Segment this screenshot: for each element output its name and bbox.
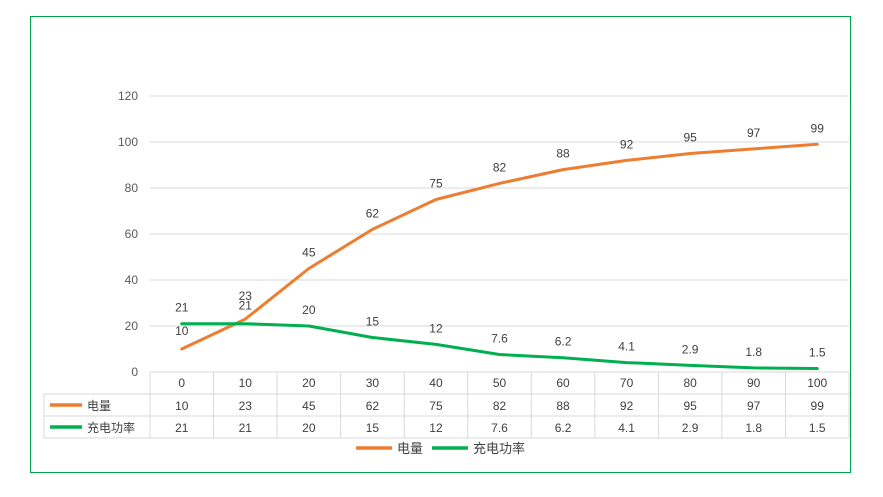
x-tick-label: 90 (747, 376, 761, 390)
x-tick-label: 50 (493, 376, 507, 390)
table-cell: 2.9 (682, 421, 699, 435)
x-tick-label: 40 (429, 376, 443, 390)
table-cell: 99 (811, 399, 825, 413)
series-line-1 (180, 142, 819, 351)
data-label: 62 (366, 206, 380, 220)
table-cell: 21 (239, 421, 253, 435)
x-tick-label: 60 (556, 376, 570, 390)
data-label: 95 (683, 131, 697, 145)
table-cell: 12 (429, 421, 443, 435)
table-cell: 92 (620, 399, 634, 413)
data-label: 75 (429, 177, 443, 191)
table-cell: 82 (493, 399, 507, 413)
data-label: 1.5 (809, 346, 826, 360)
data-label: 6.2 (555, 335, 572, 349)
data-label: 15 (366, 315, 380, 329)
y-tick-label: 120 (118, 89, 138, 103)
data-label: 21 (239, 299, 253, 313)
table-cell: 1.5 (809, 421, 826, 435)
data-label: 99 (811, 121, 825, 135)
data-label: 1.8 (745, 345, 762, 359)
table-cell: 7.6 (491, 421, 508, 435)
x-tick-label: 20 (302, 376, 316, 390)
y-tick-label: 20 (125, 319, 139, 333)
data-label: 23 (239, 289, 253, 303)
table-cell: 62 (366, 399, 380, 413)
data-label: 4.1 (618, 340, 635, 354)
chart-frame (30, 16, 851, 473)
data-label: 92 (620, 137, 634, 151)
data-label: 88 (556, 147, 570, 161)
table-cell: 10 (175, 399, 189, 413)
data-label: 21 (175, 301, 189, 315)
y-tick-label: 60 (125, 227, 139, 241)
table-series-name: 充电功率 (87, 420, 135, 435)
table-cell: 4.1 (618, 421, 635, 435)
x-tick-label: 0 (178, 376, 185, 390)
x-tick-label: 70 (620, 376, 634, 390)
data-label: 20 (302, 303, 316, 317)
data-label: 10 (175, 324, 189, 338)
y-tick-label: 40 (125, 273, 139, 287)
x-tick-label: 10 (239, 376, 253, 390)
legend-item: 充电功率 (473, 441, 525, 456)
table-cell: 75 (429, 399, 443, 413)
table-cell: 21 (175, 421, 189, 435)
legend-item: 电量 (397, 441, 423, 456)
y-tick-label: 100 (118, 135, 138, 149)
table-cell: 1.8 (745, 421, 762, 435)
table-cell: 15 (366, 421, 380, 435)
table-cell: 6.2 (555, 421, 572, 435)
data-label: 2.9 (682, 342, 699, 356)
table-cell: 20 (302, 421, 316, 435)
table-series-name: 电量 (87, 399, 111, 413)
data-label: 45 (302, 246, 316, 260)
table-cell: 23 (239, 399, 253, 413)
x-tick-label: 30 (366, 376, 380, 390)
table-cell: 88 (556, 399, 570, 413)
x-tick-label: 100 (807, 376, 827, 390)
y-tick-label: 0 (131, 365, 138, 379)
y-tick-label: 80 (125, 181, 139, 195)
table-cell: 45 (302, 399, 316, 413)
data-label: 7.6 (491, 332, 508, 346)
data-label: 97 (747, 126, 761, 140)
data-label: 82 (493, 160, 507, 174)
table-cell: 97 (747, 399, 761, 413)
data-label: 12 (429, 321, 443, 335)
table-cell: 95 (683, 399, 697, 413)
series-line-2 (180, 322, 819, 371)
x-tick-label: 80 (683, 376, 697, 390)
